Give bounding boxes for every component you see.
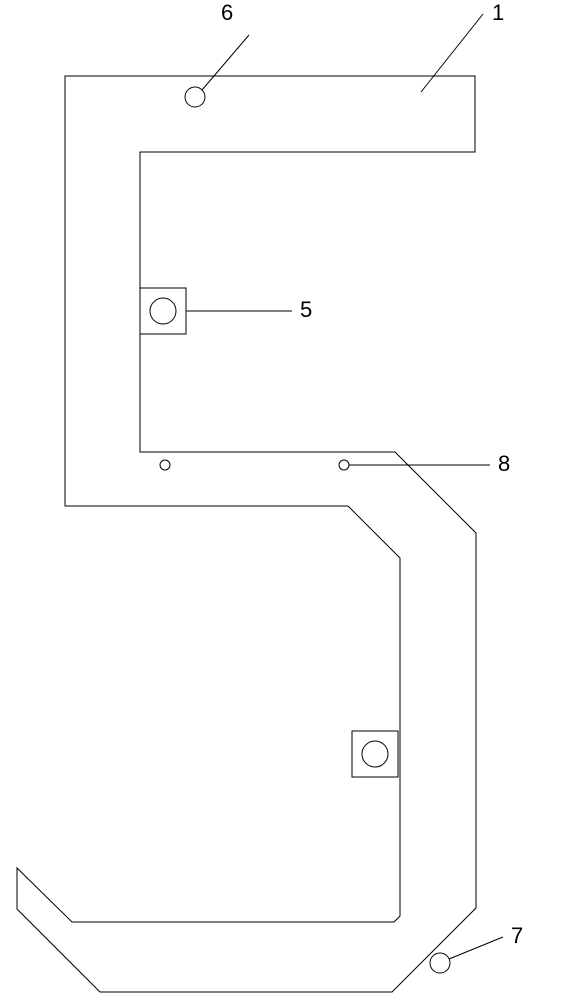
callout-circle-7	[430, 953, 450, 973]
callout-8: 8	[349, 451, 510, 476]
square-node-0	[140, 288, 186, 334]
callout-label-1: 1	[492, 0, 504, 25]
callout-1: 1	[421, 0, 504, 92]
callout-6: 6	[185, 0, 249, 107]
figure-outline	[17, 76, 476, 992]
small-circle-0	[160, 460, 170, 470]
callout-line-1	[421, 14, 483, 92]
callout-label-7: 7	[511, 923, 523, 948]
callout-label-5: 5	[300, 297, 312, 322]
callout-line-7	[449, 937, 503, 959]
callout-line-6	[202, 35, 249, 90]
callout-label-8: 8	[498, 451, 510, 476]
small-circle-1	[339, 460, 349, 470]
callout-7: 7	[430, 923, 523, 973]
callout-label-6: 6	[221, 0, 233, 25]
square-node-1	[352, 731, 398, 777]
callout-5: 5	[186, 297, 312, 322]
